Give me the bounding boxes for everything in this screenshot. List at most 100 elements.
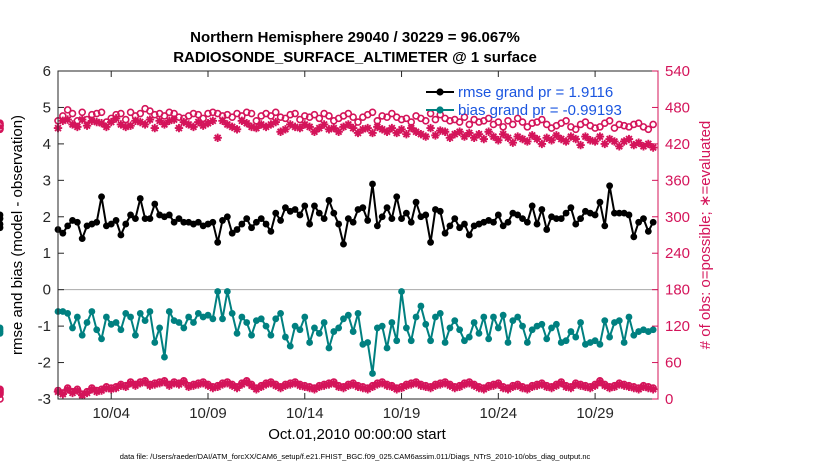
possible-point (465, 120, 474, 129)
evaluated-point (392, 128, 401, 138)
possible-point (199, 114, 207, 123)
y-right-tick-label: 240 (665, 245, 690, 262)
rmse-point (252, 218, 260, 226)
evaluated-point (382, 127, 392, 136)
evaluated-point (402, 129, 411, 139)
bias-point (0, 326, 4, 334)
possible-point (504, 117, 512, 125)
y-right-tick-label: 60 (665, 355, 682, 372)
possible-point (513, 114, 522, 123)
bias-point (446, 324, 454, 332)
evaluated-point (455, 127, 464, 136)
evaluated-point (131, 116, 140, 126)
possible-point (271, 108, 280, 117)
rmse-point (369, 180, 376, 188)
evaluated_low-point (615, 380, 624, 389)
evaluated-point (276, 127, 285, 136)
rmse-point (649, 218, 657, 226)
bias-point (127, 313, 134, 321)
evaluated_low-point (460, 380, 469, 389)
evaluated-point (387, 123, 397, 133)
bias-point (64, 309, 72, 317)
bias-point (214, 288, 222, 295)
evaluated_low-point (450, 383, 459, 393)
evaluated_low-point (131, 381, 140, 390)
possible-point (78, 108, 86, 117)
bias-point (349, 328, 357, 335)
evaluated-point (77, 115, 87, 124)
rmse-point (194, 218, 202, 226)
evaluated_low-point (242, 377, 251, 387)
bias-point (475, 330, 483, 337)
possible-point (310, 110, 319, 119)
y-left-tick-label: 0 (43, 282, 51, 299)
rmse-point (112, 217, 120, 224)
evaluated-point (271, 117, 280, 127)
possible-point (291, 109, 299, 118)
evaluated_low-point (363, 385, 372, 394)
chart-title-line-1: Northern Hemisphere 29040 / 30229 = 96.0… (190, 29, 520, 46)
evaluated-point (586, 136, 595, 145)
rmse-point (630, 233, 638, 241)
bias-point (436, 309, 444, 317)
possible-point (150, 110, 159, 119)
evaluated-point (605, 134, 614, 144)
evaluated-point (503, 133, 513, 143)
rmse-point (412, 198, 420, 206)
evaluated_low-point (377, 379, 387, 388)
possible-point (562, 117, 570, 125)
rmse-point (640, 215, 647, 223)
evaluated_low-point (527, 382, 537, 392)
evaluated_low-point (590, 381, 600, 390)
evaluated_low-point (121, 382, 130, 392)
bias-point (122, 309, 130, 317)
evaluated_low-point (189, 381, 198, 390)
rmse-point (335, 220, 343, 228)
bias-point (572, 333, 580, 341)
bias-point (335, 324, 343, 332)
evaluated_low-point (82, 388, 92, 398)
evaluated-point (440, 127, 450, 136)
evaluated-point (223, 120, 232, 129)
evaluated_low-point (445, 381, 455, 390)
evaluated-point (203, 119, 213, 128)
evaluated-point (218, 116, 227, 126)
evaluated_low-point (552, 381, 561, 390)
possible-point (605, 117, 614, 125)
bias-point (320, 319, 328, 326)
legend-rmse-marker (436, 88, 444, 96)
evaluated_low-point (237, 380, 247, 389)
evaluated-point (121, 122, 130, 132)
rmse-point (606, 182, 614, 190)
evaluated_low-point (392, 385, 401, 394)
evaluated-point (460, 132, 469, 141)
evaluated-point (600, 139, 609, 149)
y-axis-right-label: # of obs: o=possible; ∗=evaluated (697, 121, 714, 350)
evaluated_low-point (474, 383, 484, 393)
evaluated_low-point (213, 382, 222, 392)
possible-point (523, 123, 532, 131)
rmse-point (301, 202, 309, 210)
bias-point (499, 311, 507, 319)
bias-point (422, 320, 430, 328)
rmse-series (0, 180, 657, 248)
rmse-point (528, 202, 536, 210)
evaluated-point (189, 122, 198, 132)
rmse-point (117, 231, 125, 239)
bias-point (233, 330, 241, 337)
bias-point (451, 317, 459, 325)
bias-point (562, 337, 570, 345)
bias-point (165, 308, 173, 315)
evaluated_low-point (334, 382, 343, 392)
bias-point (98, 335, 105, 343)
evaluated_low-point (629, 383, 639, 393)
bias-point (417, 302, 425, 310)
evaluated_low-point (97, 386, 106, 395)
evaluated-point (155, 116, 164, 126)
bias-point (344, 311, 352, 319)
rmse-point (311, 202, 318, 210)
legend-bias-marker (436, 106, 444, 114)
evaluated_low-point (150, 380, 159, 389)
possible-point (354, 118, 362, 126)
possible-point (92, 109, 101, 118)
